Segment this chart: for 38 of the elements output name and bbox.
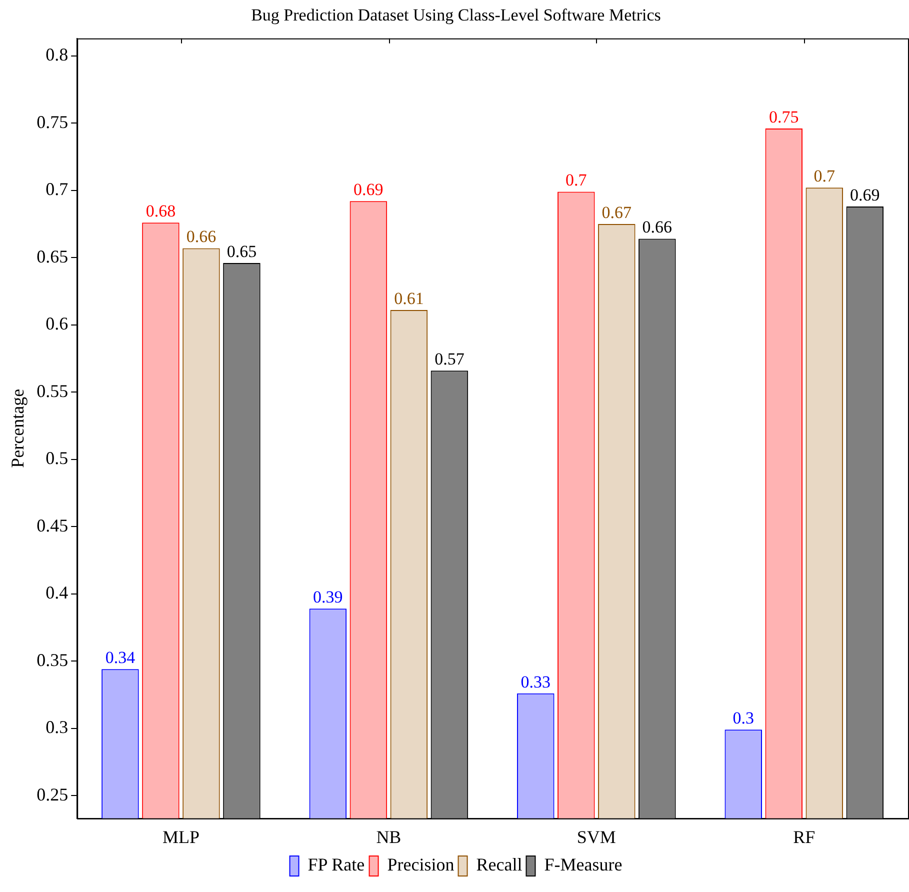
y-axis-title: Percentage xyxy=(8,388,28,468)
data-label: 0.57 xyxy=(434,350,465,369)
legend-label: FP Rate xyxy=(308,854,365,875)
y-tick-label: 0.3 xyxy=(46,717,68,738)
y-tick-label: 0.35 xyxy=(36,650,68,670)
legend-label: F-Measure xyxy=(544,854,622,875)
y-tick-label: 0.4 xyxy=(46,582,68,603)
x-tick-label: RF xyxy=(793,826,816,847)
data-label: 0.7 xyxy=(566,170,588,190)
data-label: 0.65 xyxy=(226,242,257,261)
data-label: 0.3 xyxy=(732,708,754,728)
data-label: 0.69 xyxy=(354,180,384,200)
legend-label: Recall xyxy=(476,854,522,875)
data-label: 0.33 xyxy=(520,672,551,692)
y-tick-label: 0.5 xyxy=(46,448,68,468)
data-label: 0.67 xyxy=(602,202,632,222)
y-tick-label: 0.65 xyxy=(36,246,68,266)
data-label: 0.39 xyxy=(313,588,343,607)
y-tick-label: 0.25 xyxy=(36,784,68,804)
data-label: 0.69 xyxy=(850,185,880,204)
data-label: 0.68 xyxy=(146,202,176,221)
legend-label: Precision xyxy=(387,854,454,875)
data-label: 0.66 xyxy=(642,218,672,237)
y-tick-label: 0.45 xyxy=(36,515,68,536)
y-tick-label: 0.55 xyxy=(36,380,68,401)
y-tick-label: 0.8 xyxy=(46,44,68,65)
data-label: 0.7 xyxy=(814,166,836,186)
data-label: 0.34 xyxy=(105,648,136,668)
data-label: 0.61 xyxy=(394,289,424,308)
data-label: 0.66 xyxy=(186,227,216,246)
data-label: 0.75 xyxy=(769,107,799,126)
y-tick-label: 0.7 xyxy=(46,179,68,200)
x-tick-label: NB xyxy=(376,826,402,847)
x-tick-label: MLP xyxy=(162,826,200,847)
y-tick-label: 0.6 xyxy=(46,314,68,334)
y-tick-label: 0.75 xyxy=(36,112,68,132)
chart-title: Bug Prediction Dataset Using Class-Level Software Metrics xyxy=(251,6,661,25)
x-tick-label: SVM xyxy=(576,826,616,847)
